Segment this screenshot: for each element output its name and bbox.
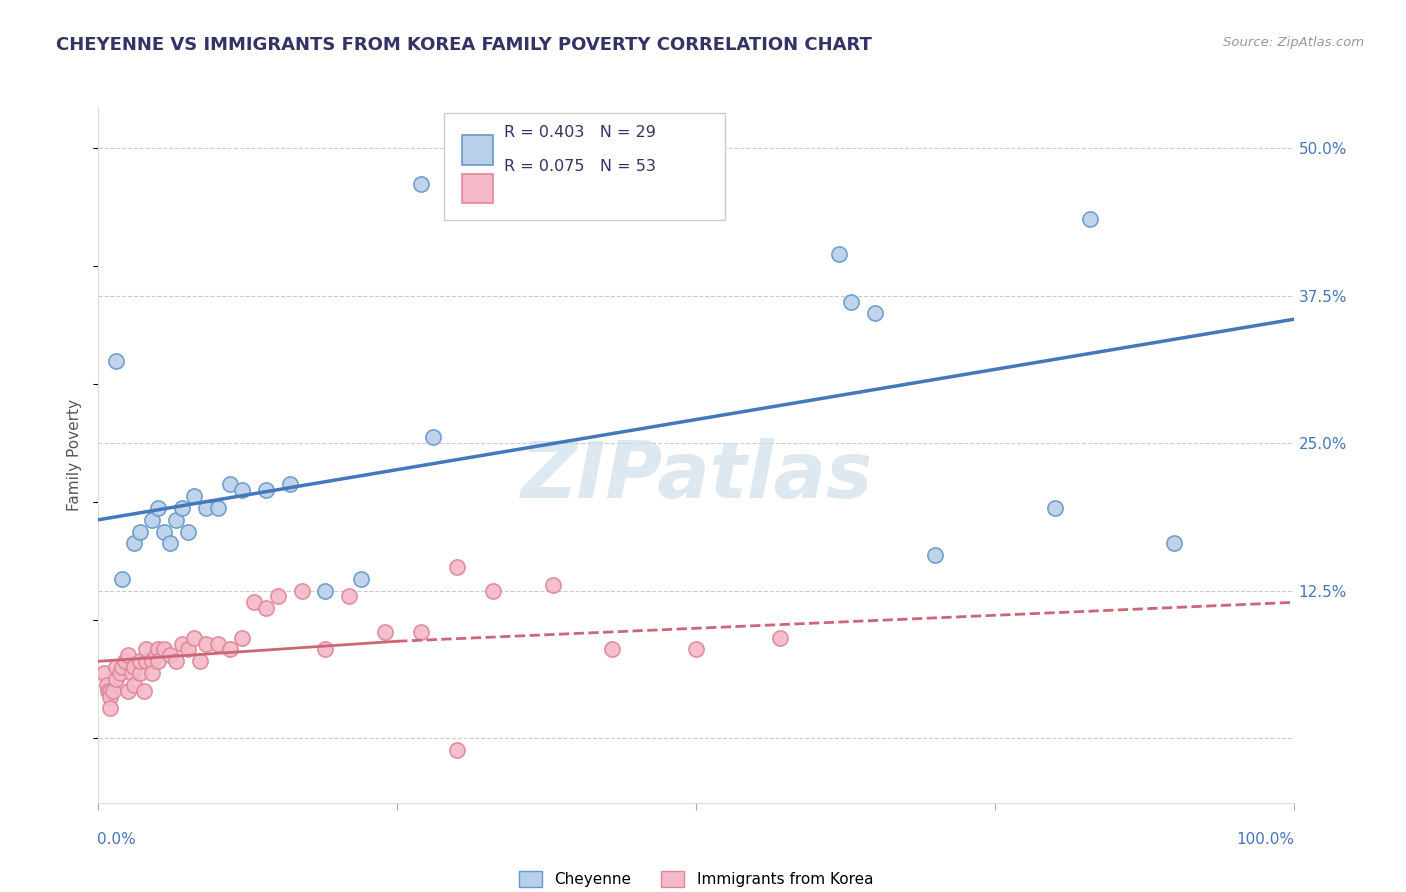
Point xyxy=(411,624,433,639)
Point xyxy=(172,500,194,515)
Point xyxy=(98,683,122,698)
Point xyxy=(117,648,139,663)
Point xyxy=(114,654,136,668)
Point xyxy=(243,595,266,609)
Point xyxy=(374,624,396,639)
Point xyxy=(863,306,887,320)
Point xyxy=(841,294,863,309)
Point xyxy=(153,642,176,657)
Point xyxy=(153,524,176,539)
Point xyxy=(183,631,205,645)
Point xyxy=(148,500,170,515)
Point xyxy=(141,513,163,527)
Point xyxy=(141,666,163,681)
Point xyxy=(111,572,134,586)
Point xyxy=(98,701,122,715)
Point xyxy=(602,642,624,657)
Point xyxy=(207,637,229,651)
Point xyxy=(219,477,242,491)
Point xyxy=(141,654,163,668)
Point xyxy=(159,648,181,663)
Point xyxy=(207,500,229,515)
Point xyxy=(97,683,120,698)
Point xyxy=(291,583,314,598)
Point xyxy=(148,642,170,657)
Point xyxy=(129,666,152,681)
Point xyxy=(117,683,139,698)
Point xyxy=(105,660,128,674)
Point xyxy=(132,683,155,698)
Point xyxy=(183,489,205,503)
Point xyxy=(1043,500,1066,515)
Point xyxy=(129,524,152,539)
Point xyxy=(165,513,187,527)
Point xyxy=(129,654,152,668)
Point xyxy=(339,590,360,604)
Point xyxy=(98,690,122,704)
Point xyxy=(135,642,157,657)
Text: Source: ZipAtlas.com: Source: ZipAtlas.com xyxy=(1223,36,1364,49)
Point xyxy=(231,631,253,645)
Point xyxy=(145,648,167,663)
Point xyxy=(350,572,373,586)
Point xyxy=(685,642,707,657)
Text: R = 0.403   N = 29: R = 0.403 N = 29 xyxy=(505,125,657,140)
Y-axis label: Family Poverty: Family Poverty xyxy=(67,399,83,511)
Point xyxy=(278,477,301,491)
Point xyxy=(924,548,946,562)
Point xyxy=(188,654,211,668)
Point xyxy=(105,672,128,686)
Point xyxy=(159,536,181,550)
Point xyxy=(124,678,146,692)
Point xyxy=(111,660,134,674)
Text: CHEYENNE VS IMMIGRANTS FROM KOREA FAMILY POVERTY CORRELATION CHART: CHEYENNE VS IMMIGRANTS FROM KOREA FAMILY… xyxy=(56,36,872,54)
Point xyxy=(254,483,277,498)
Text: ZIPatlas: ZIPatlas xyxy=(520,438,872,514)
Point xyxy=(231,483,253,498)
Point xyxy=(481,583,505,598)
Point xyxy=(446,560,468,574)
Point xyxy=(1080,212,1102,227)
Point xyxy=(446,743,468,757)
Point xyxy=(315,583,337,598)
Point xyxy=(135,654,157,668)
Point xyxy=(93,666,115,681)
Point xyxy=(828,247,851,261)
Legend: Cheyenne, Immigrants from Korea: Cheyenne, Immigrants from Korea xyxy=(513,865,879,892)
Point xyxy=(267,590,290,604)
Point xyxy=(165,654,187,668)
Point xyxy=(108,666,131,681)
Text: R = 0.075   N = 53: R = 0.075 N = 53 xyxy=(505,159,657,174)
Point xyxy=(148,654,170,668)
Point xyxy=(124,660,146,674)
Point xyxy=(121,666,143,681)
Point xyxy=(101,683,124,698)
Text: 0.0%: 0.0% xyxy=(97,832,136,847)
Point xyxy=(194,500,218,515)
Point xyxy=(541,577,564,591)
Point xyxy=(172,637,194,651)
Point xyxy=(105,353,128,368)
Point xyxy=(177,524,200,539)
Point xyxy=(124,536,146,550)
Point xyxy=(768,631,790,645)
Point xyxy=(219,642,242,657)
Text: 100.0%: 100.0% xyxy=(1237,832,1295,847)
Point xyxy=(254,601,277,615)
Point xyxy=(315,642,337,657)
Point xyxy=(194,637,218,651)
Point xyxy=(177,642,200,657)
Point xyxy=(422,430,444,444)
Point xyxy=(411,177,433,191)
Point xyxy=(1163,536,1185,550)
Point xyxy=(96,678,118,692)
